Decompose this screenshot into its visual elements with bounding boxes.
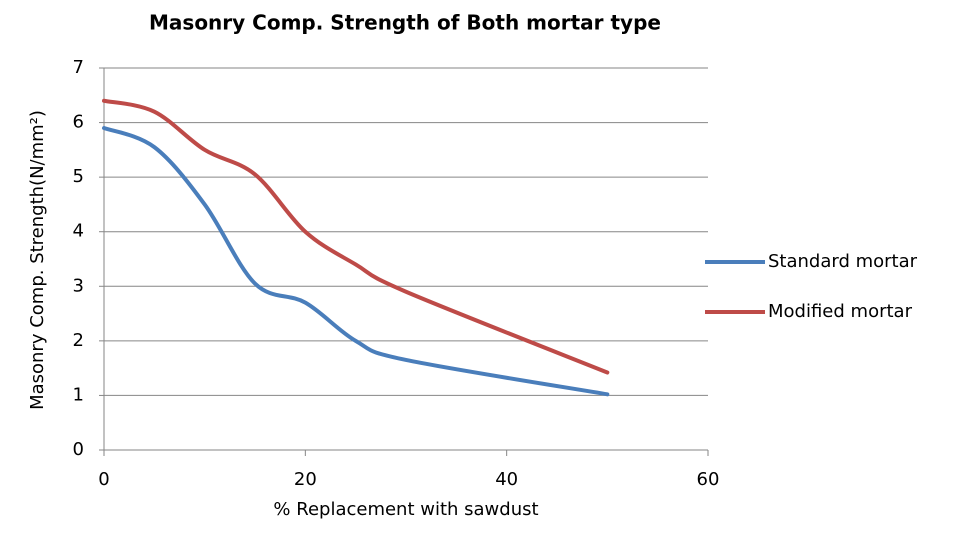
y-axis-label: Masonry Comp. Strength(N/mm²) <box>27 110 48 410</box>
x-axis-label: % Replacement with sawdust <box>273 499 538 520</box>
chart-title: Masonry Comp. Strength of Both mortar ty… <box>149 11 661 35</box>
legend-label: Modified mortar <box>768 301 913 322</box>
y-tick-label: 2 <box>73 330 84 351</box>
series-line <box>102 126 610 397</box>
y-tick-label: 0 <box>73 439 84 460</box>
x-tick-label: 20 <box>294 469 317 490</box>
y-tick-label: 3 <box>73 275 84 296</box>
legend-label: Standard mortar <box>768 251 918 272</box>
series-line <box>102 98 610 375</box>
y-tick-label: 4 <box>73 221 84 242</box>
y-tick-label: 1 <box>73 384 84 405</box>
y-tick-label: 5 <box>73 166 84 187</box>
x-tick-label: 0 <box>98 469 109 490</box>
x-tick-label: 40 <box>495 469 518 490</box>
y-tick-label: 7 <box>73 57 84 78</box>
y-tick-label: 6 <box>73 112 84 133</box>
x-tick-label: 60 <box>697 469 720 490</box>
